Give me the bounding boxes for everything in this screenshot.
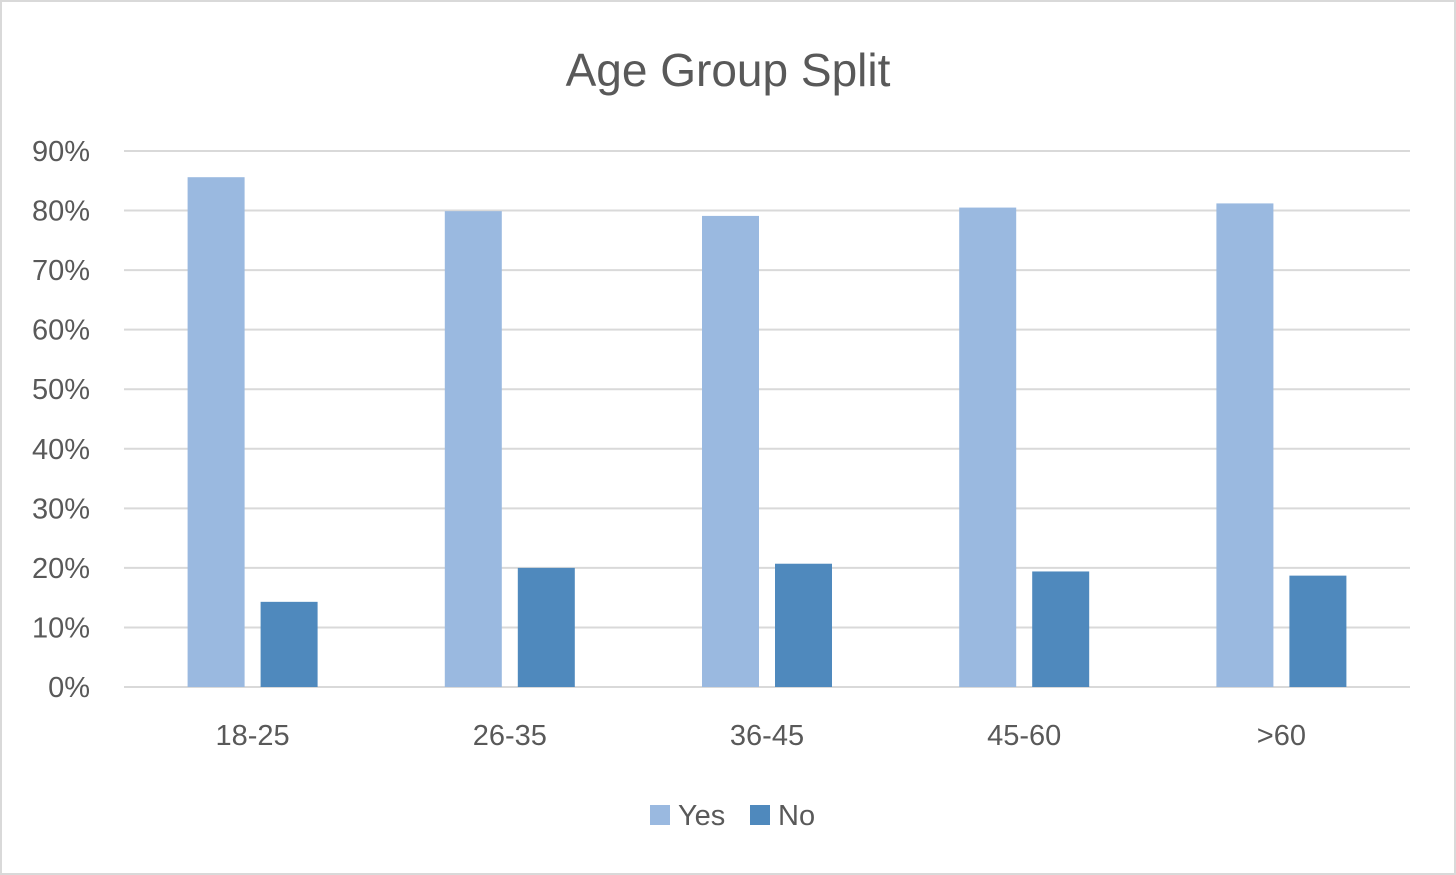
chart-title: Age Group Split (566, 44, 891, 96)
y-axis-ticks: 0% 10% 20% 30% 40% 50% 60% 70% 80% 90% (32, 136, 90, 704)
x-tick-label: 26-35 (473, 720, 547, 752)
y-tick-label: 40% (32, 434, 90, 466)
gridlines (124, 150, 1410, 688)
y-tick-label: 60% (32, 315, 90, 347)
y-tick-label: 10% (32, 612, 90, 644)
legend-swatch-no (750, 805, 770, 825)
legend-label-yes: Yes (678, 800, 725, 832)
bars (187, 177, 1347, 688)
x-tick-label: >60 (1257, 720, 1306, 752)
y-tick-label: 70% (32, 255, 90, 287)
y-tick-label: 80% (32, 196, 90, 228)
bar-no-4 (1289, 575, 1347, 687)
bar-yes-1 (444, 211, 502, 687)
x-tick-label: 18-25 (216, 720, 290, 752)
y-tick-label: 0% (48, 672, 90, 704)
x-axis-ticks: 18-25 26-35 36-45 45-60 >60 (216, 720, 1306, 752)
y-tick-label: 90% (32, 136, 90, 168)
legend-swatch-yes (650, 805, 670, 825)
y-tick-label: 30% (32, 493, 90, 525)
legend-label-no: No (778, 800, 815, 832)
x-tick-label: 36-45 (730, 720, 804, 752)
bar-yes-0 (187, 177, 245, 687)
bar-yes-3 (959, 207, 1017, 688)
bar-no-1 (517, 567, 575, 687)
bar-yes-2 (702, 215, 759, 687)
y-tick-label: 20% (32, 553, 90, 585)
bar-no-2 (775, 563, 832, 687)
bar-no-0 (260, 601, 318, 687)
bar-no-3 (1032, 571, 1090, 687)
x-tick-label: 45-60 (987, 720, 1061, 752)
bar-yes-4 (1216, 203, 1274, 688)
y-tick-label: 50% (32, 374, 90, 406)
legend: Yes No (650, 800, 815, 832)
